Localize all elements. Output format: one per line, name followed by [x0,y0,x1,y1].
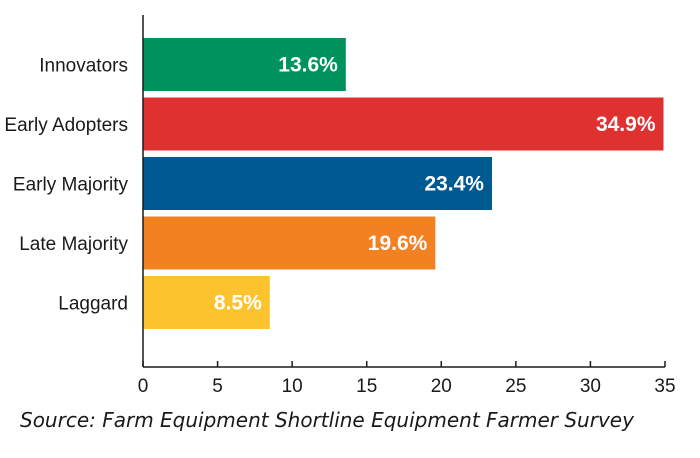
x-tick-label: 0 [138,376,149,397]
bar-early-adopters [143,97,664,151]
x-tick-label: 15 [356,376,377,397]
x-tick-label: 10 [282,376,303,397]
x-tick-label: 35 [654,376,675,397]
category-label: Innovators [39,56,128,77]
x-tick-label: 20 [431,376,452,397]
category-labels: Innovators Early Adopters Early Majority La… [4,56,128,315]
category-label: Late Majority [19,234,128,255]
x-tick-label: 25 [505,376,526,397]
bar-laggard [143,276,270,329]
data-label: 23.4% [424,173,484,196]
data-label: 8.5% [214,292,262,315]
bar-late-majority [143,216,436,270]
category-label: Early Majority [13,175,129,196]
category-label: Early Adopters [4,115,128,136]
x-tick-label: 30 [580,376,601,397]
category-label: Laggard [58,294,128,315]
source-note: Source: Farm Equipment Shortline Equipme… [20,408,634,432]
x-tick-label: 5 [212,376,223,397]
data-label: 34.9% [596,113,656,136]
bar-innovators [143,38,346,91]
data-label: 13.6% [278,54,338,77]
bar-chart: 13.6% 34.9% 23.4% 19.6% 8.5% Innovators Early… [4,15,676,397]
bars-group: 13.6% 34.9% 23.4% 19.6% 8.5% [143,38,664,329]
data-label: 19.6% [368,232,428,255]
bar-early-majority [143,157,492,210]
